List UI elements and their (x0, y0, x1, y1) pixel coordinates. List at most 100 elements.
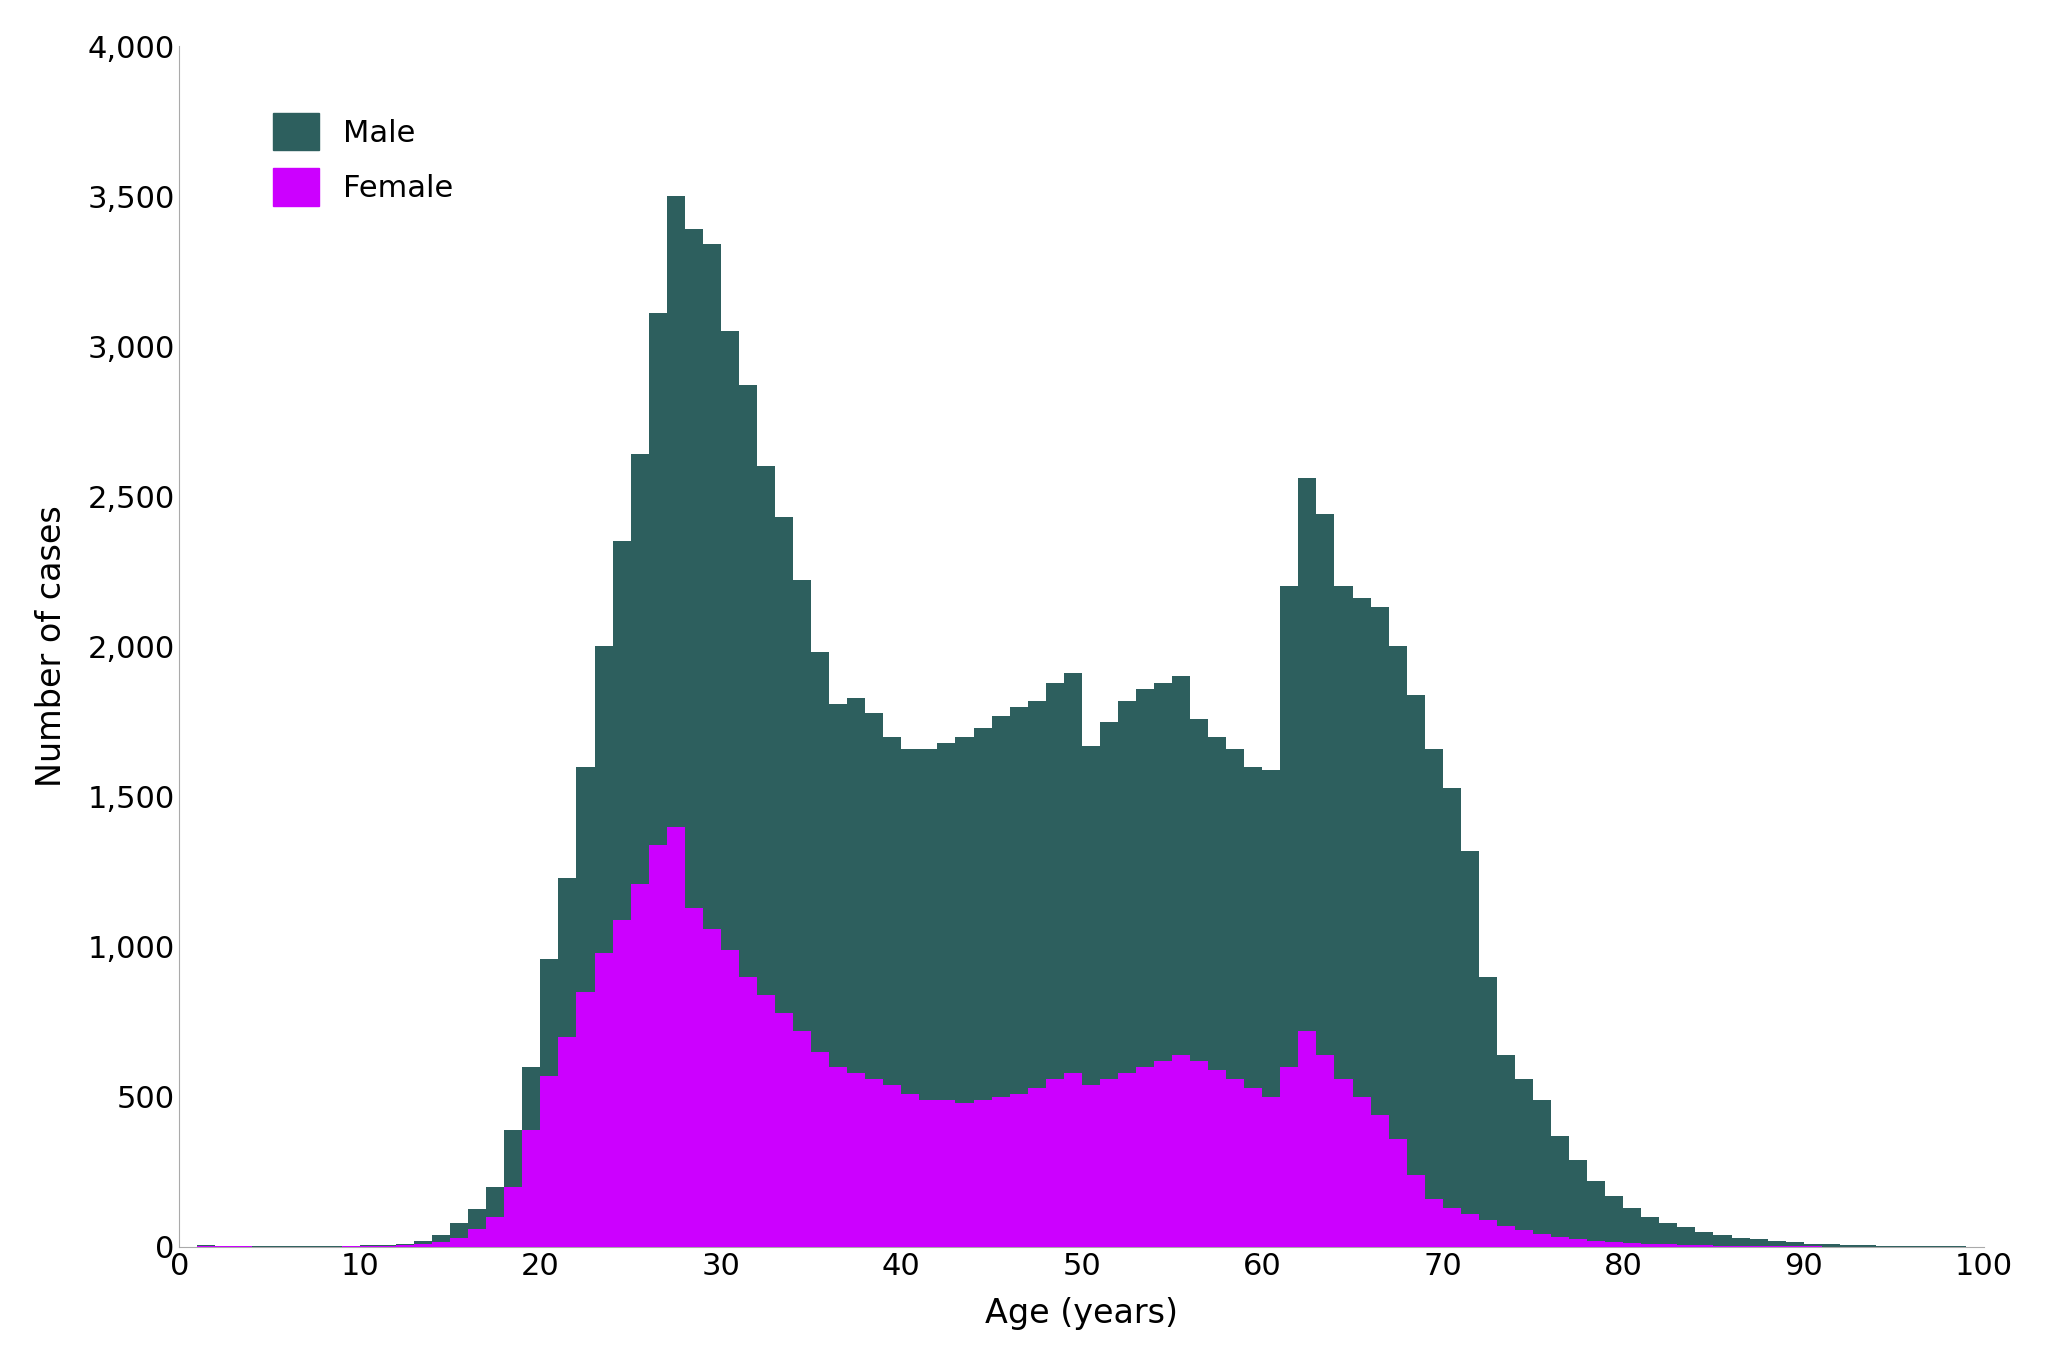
Bar (631, 455, 649, 1246)
Bar (901, 748, 920, 1246)
Bar (758, 995, 774, 1246)
Bar (559, 1036, 575, 1246)
Bar (395, 1244, 414, 1246)
Bar (684, 908, 702, 1246)
Bar (1100, 722, 1118, 1246)
Bar (1497, 1226, 1516, 1246)
Bar (721, 332, 739, 1246)
Bar (649, 845, 668, 1246)
Bar (1063, 673, 1081, 1246)
Bar (1153, 1061, 1171, 1246)
Bar (197, 1245, 215, 1246)
Bar (485, 1216, 504, 1246)
Bar (1624, 1208, 1640, 1246)
Bar (774, 517, 793, 1246)
Bar (1245, 767, 1262, 1246)
Bar (1262, 1096, 1280, 1246)
Bar (1569, 1160, 1587, 1246)
Bar (1280, 1066, 1298, 1246)
Y-axis label: Number of cases: Number of cases (35, 505, 68, 788)
Bar (414, 1241, 432, 1246)
Bar (1516, 1078, 1534, 1246)
Bar (1606, 1196, 1624, 1246)
Bar (1335, 587, 1352, 1246)
Bar (1227, 748, 1245, 1246)
Bar (1786, 1242, 1804, 1246)
Bar (1767, 1241, 1786, 1246)
Bar (594, 647, 612, 1246)
Bar (1442, 1208, 1460, 1246)
Bar (432, 1242, 451, 1246)
Bar (1389, 647, 1407, 1246)
Bar (414, 1244, 432, 1246)
Bar (395, 1245, 414, 1246)
Bar (1550, 1237, 1569, 1246)
Bar (504, 1186, 522, 1246)
Bar (1262, 770, 1280, 1246)
Bar (938, 743, 956, 1246)
Bar (1010, 707, 1028, 1246)
X-axis label: Age (years): Age (years) (985, 1297, 1178, 1331)
Bar (1389, 1138, 1407, 1246)
Bar (649, 314, 668, 1246)
Bar (829, 1066, 848, 1246)
Bar (739, 385, 758, 1246)
Bar (1640, 1244, 1659, 1246)
Bar (1137, 688, 1153, 1246)
Bar (1460, 850, 1479, 1246)
Bar (1137, 1066, 1153, 1246)
Bar (1245, 1088, 1262, 1246)
Bar (864, 1078, 883, 1246)
Bar (451, 1238, 469, 1246)
Bar (432, 1235, 451, 1246)
Bar (1659, 1223, 1677, 1246)
Bar (1425, 1198, 1442, 1246)
Bar (1731, 1238, 1749, 1246)
Bar (829, 703, 848, 1246)
Bar (1280, 587, 1298, 1246)
Bar (1047, 1078, 1063, 1246)
Bar (774, 1013, 793, 1246)
Bar (1823, 1245, 1839, 1246)
Bar (1047, 682, 1063, 1246)
Bar (1190, 1061, 1208, 1246)
Bar (811, 1051, 829, 1246)
Bar (522, 1130, 541, 1246)
Bar (920, 1100, 938, 1246)
Bar (1298, 1031, 1317, 1246)
Bar (469, 1228, 485, 1246)
Bar (1659, 1245, 1677, 1246)
Bar (559, 878, 575, 1246)
Bar (1569, 1239, 1587, 1246)
Bar (631, 883, 649, 1246)
Bar (793, 1031, 811, 1246)
Bar (848, 1073, 864, 1246)
Bar (1028, 700, 1047, 1246)
Bar (1696, 1245, 1714, 1246)
Bar (668, 197, 684, 1246)
Bar (451, 1223, 469, 1246)
Bar (883, 737, 901, 1246)
Bar (1677, 1227, 1696, 1246)
Bar (1063, 1073, 1081, 1246)
Bar (1587, 1181, 1606, 1246)
Bar (793, 580, 811, 1246)
Bar (1010, 1093, 1028, 1246)
Legend: Male, Female: Male, Female (258, 97, 469, 221)
Bar (612, 920, 631, 1246)
Bar (522, 1066, 541, 1246)
Bar (1370, 607, 1389, 1246)
Bar (1479, 1220, 1497, 1246)
Bar (973, 728, 991, 1246)
Bar (1497, 1055, 1516, 1246)
Bar (1335, 1078, 1352, 1246)
Bar (1100, 1078, 1118, 1246)
Bar (1370, 1115, 1389, 1246)
Bar (1839, 1245, 1858, 1246)
Bar (1624, 1244, 1640, 1246)
Bar (1407, 695, 1425, 1246)
Bar (1317, 1055, 1335, 1246)
Bar (1317, 515, 1335, 1246)
Bar (1460, 1213, 1479, 1246)
Bar (1028, 1088, 1047, 1246)
